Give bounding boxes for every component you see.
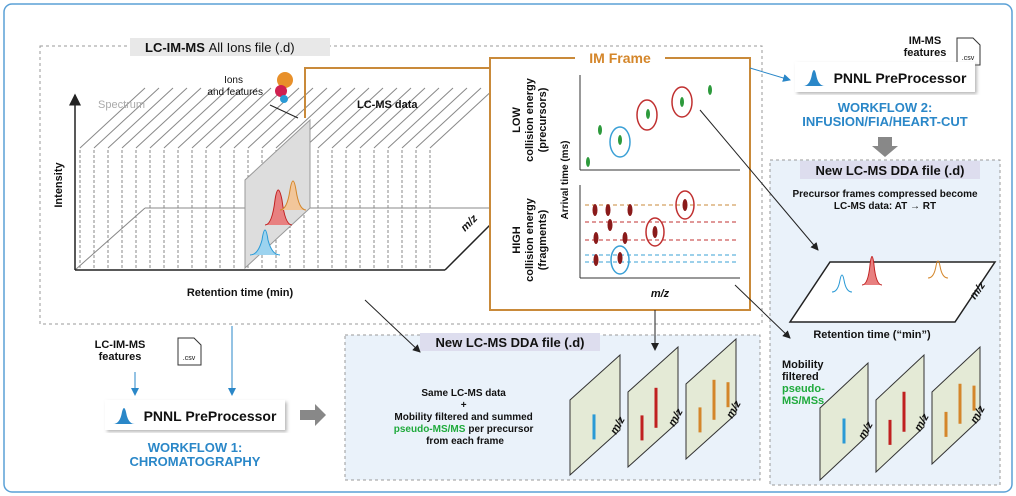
spot bbox=[594, 232, 599, 244]
csv-label: .csv bbox=[183, 355, 196, 362]
spot bbox=[653, 226, 658, 238]
tool-label: PNNL PreProcessor bbox=[834, 70, 967, 86]
mz-label: m/z bbox=[651, 288, 670, 300]
arrival-time-label: Arrival time (ms) bbox=[560, 141, 571, 220]
spot bbox=[608, 219, 613, 231]
y-axis-label: Intensity bbox=[53, 162, 65, 208]
main-box-title: LC-IM-MS All Ions file (.d) bbox=[145, 40, 295, 55]
spectrum-label: Spectrum bbox=[98, 99, 145, 111]
bottom-panel-title: New LC-MS DDA file (.d) bbox=[435, 335, 584, 350]
rt-label: Retention time (“min”) bbox=[813, 329, 931, 341]
spot bbox=[618, 252, 623, 264]
diagram: LC-IM-MS All Ions file (.d) New LC-MS DD… bbox=[0, 0, 1016, 496]
spot bbox=[683, 199, 688, 211]
spot bbox=[606, 204, 611, 216]
right-panel-title: New LC-MS DDA file (.d) bbox=[815, 163, 964, 178]
workflow-title: WORKFLOW 1:CHROMATOGRAPHY bbox=[130, 440, 261, 469]
x-axis-label: Retention time (min) bbox=[187, 287, 294, 299]
spot bbox=[628, 204, 633, 216]
spot bbox=[586, 157, 590, 167]
spot bbox=[646, 109, 650, 119]
spot bbox=[623, 232, 628, 244]
csv-label: .csv bbox=[962, 55, 975, 62]
lcms-data-label: LC-MS data bbox=[357, 99, 418, 111]
spot bbox=[593, 204, 598, 216]
spot bbox=[594, 254, 599, 266]
spot bbox=[598, 125, 602, 135]
im-frame-title: IM Frame bbox=[589, 50, 651, 66]
spot bbox=[680, 97, 684, 107]
tool-label: PNNL PreProcessor bbox=[144, 408, 277, 424]
spot bbox=[618, 135, 622, 145]
ion-dot bbox=[280, 95, 288, 103]
spot bbox=[708, 85, 712, 95]
